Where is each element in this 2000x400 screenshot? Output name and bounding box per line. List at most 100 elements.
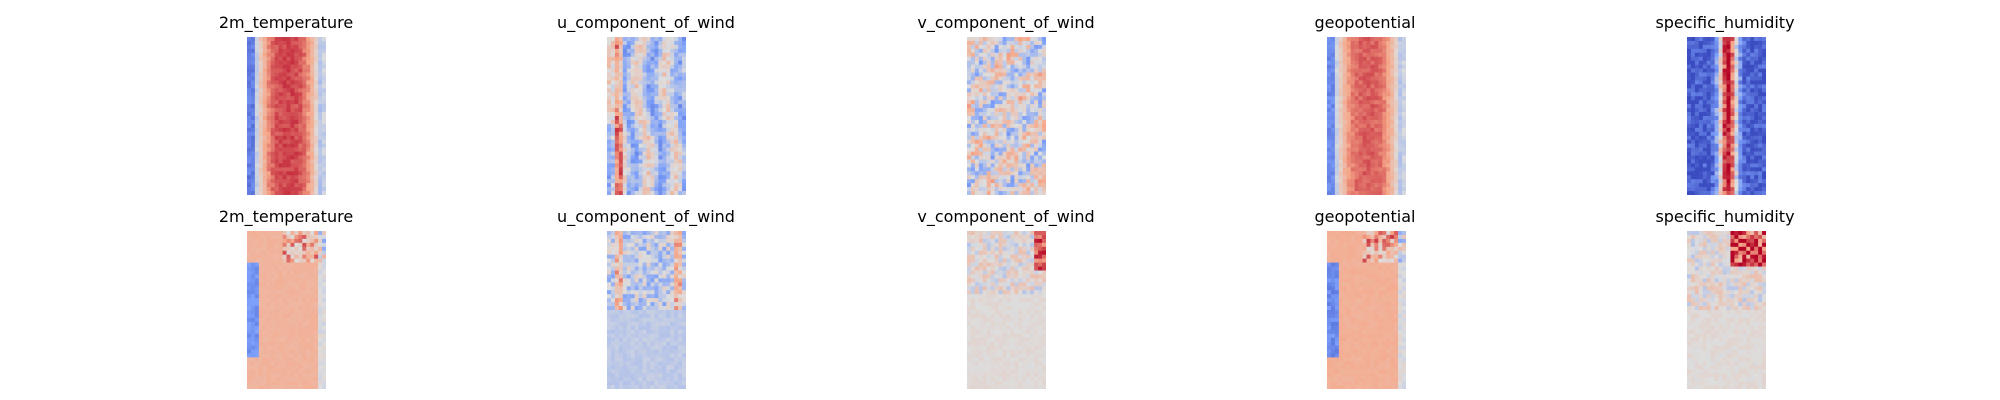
heatmap-cell (1346, 163, 1351, 168)
heatmap-cell (986, 72, 991, 77)
heatmap-cell (974, 108, 980, 113)
heatmap-cell (262, 381, 268, 386)
heatmap-cell (1342, 183, 1348, 188)
heatmap-cell (306, 139, 311, 144)
heatmap-cell (1714, 143, 1719, 148)
heatmap-cell (1366, 131, 1371, 137)
heatmap-cell (674, 44, 679, 50)
heatmap-cell (1718, 48, 1723, 54)
heatmap-cell (1010, 60, 1015, 65)
heatmap-cell (618, 258, 624, 263)
heatmap-cell (658, 44, 663, 50)
heatmap-cell (662, 60, 667, 65)
heatmap-cell (1726, 68, 1731, 73)
heatmap-cell (1382, 167, 1387, 172)
heatmap-cell (294, 238, 299, 244)
heatmap-cell (1382, 143, 1387, 148)
heatmap-cell (670, 191, 675, 195)
heatmap-cell (1687, 80, 1692, 85)
heatmap-cell (262, 127, 268, 133)
heatmap-cell (314, 40, 319, 46)
heatmap-cell (1398, 76, 1403, 81)
heatmap-cell (1346, 119, 1351, 125)
heatmap-cell (622, 64, 628, 69)
heatmap-cell (322, 254, 326, 259)
heatmap-cell (322, 313, 326, 319)
heatmap-cell (290, 143, 295, 148)
heatmap-cell (630, 175, 635, 180)
heatmap-cell (990, 143, 995, 148)
heatmap-cell (282, 357, 287, 362)
heatmap-cell (290, 325, 295, 331)
heatmap-cell (1386, 80, 1391, 85)
heatmap-cell (682, 159, 686, 164)
heatmap-cell (638, 88, 643, 93)
heatmap-cell (630, 262, 635, 267)
heatmap-cell (290, 167, 295, 172)
heatmap-cell (986, 84, 991, 89)
heatmap-cell (630, 84, 635, 89)
heatmap-cell (678, 76, 683, 81)
heatmap-cell (1327, 171, 1332, 176)
heatmap-cell (1330, 155, 1336, 160)
heatmap-cell (258, 278, 264, 283)
heatmap-cell (1687, 123, 1692, 129)
heatmap-cell (970, 135, 976, 140)
heatmap-cell (1742, 88, 1747, 93)
heatmap-cell (1390, 92, 1395, 97)
heatmap-cell (1346, 167, 1351, 172)
heatmap-cell (1714, 183, 1719, 188)
heatmap-cell (266, 329, 271, 334)
heatmap-cell (978, 52, 984, 58)
heatmap-cell (1758, 135, 1763, 140)
heatmap-cell (1694, 112, 1700, 117)
heatmap-cell (658, 139, 663, 144)
heatmap-cell (1702, 187, 1708, 192)
heatmap-cell (634, 96, 639, 101)
heatmap-cell (302, 44, 307, 50)
heatmap-cell (1006, 112, 1011, 117)
heatmap-cell (634, 167, 639, 172)
heatmap-cell (302, 254, 307, 259)
heatmap-cell (294, 171, 299, 176)
heatmap-cell (270, 80, 275, 85)
heatmap-cell (310, 381, 315, 386)
heatmap-cell (247, 298, 252, 303)
heatmap-cell (994, 123, 999, 129)
heatmap-cell (1382, 151, 1387, 156)
heatmap-cell (674, 262, 679, 267)
heatmap-cell (670, 254, 675, 259)
heatmap-cell (1750, 119, 1755, 125)
heatmap-cell (1750, 60, 1755, 65)
heatmap-cell (1042, 60, 1046, 65)
heatmap-cell (1722, 60, 1727, 65)
heatmap-cell (258, 108, 264, 113)
heatmap-cell (1690, 123, 1696, 129)
heatmap-cell (1710, 167, 1715, 172)
heatmap-cell (1350, 151, 1355, 156)
heatmap-cell (322, 274, 326, 279)
heatmap-cell (1342, 104, 1348, 109)
heatmap-cell (1358, 151, 1363, 156)
heatmap-cell (607, 88, 612, 93)
heatmap-cell (974, 112, 980, 117)
heatmap-cell (290, 238, 295, 244)
heatmap-cell (270, 44, 275, 50)
heatmap-cell (266, 48, 271, 54)
heatmap-cell (1354, 80, 1359, 85)
heatmap-cell (258, 310, 264, 315)
heatmap-cell (1398, 159, 1403, 164)
heatmap-cell (1694, 135, 1700, 140)
heatmap-cell (610, 167, 616, 172)
heatmap-cell (662, 250, 667, 255)
heatmap-cell (610, 242, 616, 248)
heatmap-cell (258, 100, 264, 105)
heatmap-cell (1390, 60, 1395, 65)
heatmap-cell (1034, 139, 1039, 144)
heatmap-cell (278, 40, 283, 46)
heatmap-cell (262, 385, 268, 389)
heatmap-cell (1022, 88, 1027, 93)
heatmap-cell (302, 119, 307, 125)
heatmap-cell (270, 321, 275, 327)
heatmap-cell (607, 40, 612, 46)
